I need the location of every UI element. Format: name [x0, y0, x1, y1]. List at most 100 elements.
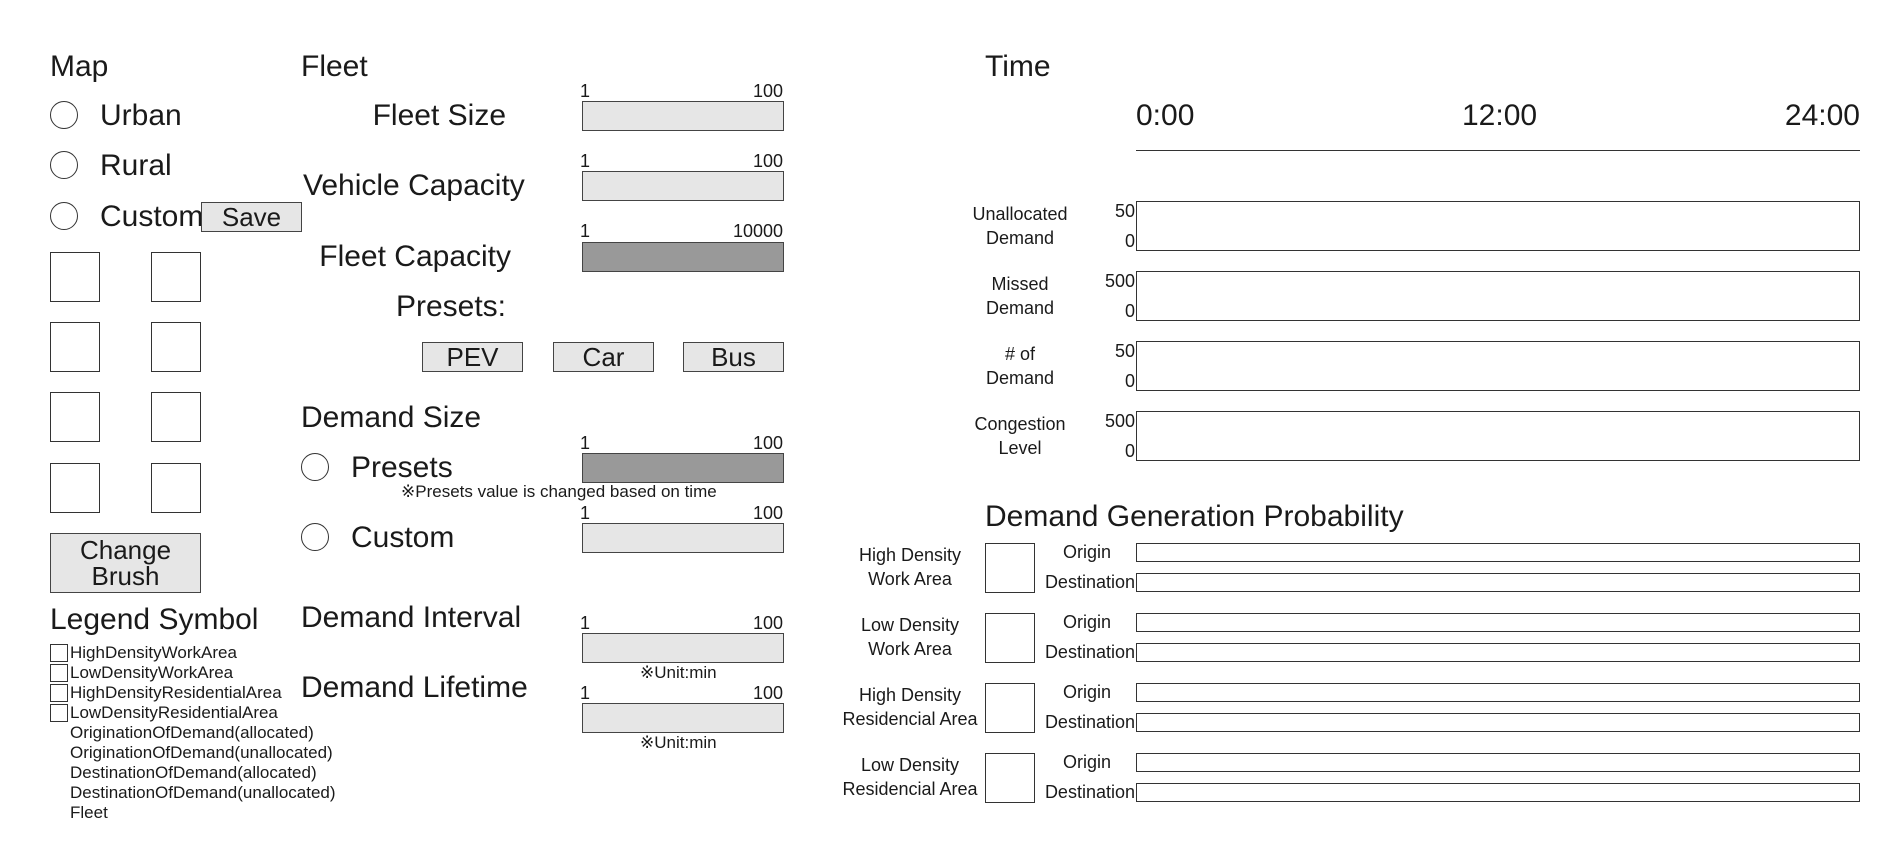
legend-swatch	[50, 684, 68, 702]
demand-interval-max: 100	[752, 613, 783, 633]
chart-axis-min: 0	[1124, 441, 1135, 461]
unallocated-demand-chart	[1136, 201, 1860, 251]
demand-custom-max: 100	[752, 503, 783, 523]
demand-interval-label: Demand Interval	[301, 601, 522, 634]
vehicle-capacity-slider[interactable]	[582, 171, 784, 201]
brush-square[interactable]	[151, 322, 201, 372]
destination-probability-bar[interactable]	[1136, 783, 1860, 802]
origin-label: Origin	[1062, 542, 1111, 562]
destination-probability-bar[interactable]	[1136, 643, 1860, 662]
legend-item: OriginationOfDemand(unallocated)	[70, 743, 333, 762]
demand-count-chart	[1136, 341, 1860, 391]
demand-presets-slider[interactable]	[582, 453, 784, 483]
custom-map-radio[interactable]	[50, 202, 78, 230]
legend-swatch	[50, 664, 68, 682]
demand-custom-radio[interactable]	[301, 523, 329, 551]
area-label-line: Residencial Area	[842, 709, 978, 729]
area-label-line: Low Density	[860, 615, 960, 635]
demand-presets-radio[interactable]	[301, 453, 329, 481]
rural-label: Rural	[100, 149, 172, 182]
map-title: Map	[50, 50, 109, 83]
brush-square[interactable]	[151, 392, 201, 442]
congestion-level-chart	[1136, 411, 1860, 461]
demand-interval-note: ※Unit:min	[640, 663, 717, 682]
chart-axis-max: 500	[1104, 411, 1135, 431]
fleet-capacity-max: 10000	[732, 221, 783, 241]
timeline-slider[interactable]	[1136, 150, 1860, 151]
fleet-capacity-slider[interactable]	[582, 242, 784, 272]
area-swatch	[985, 543, 1035, 593]
probability-title: Demand Generation Probability	[985, 500, 1404, 533]
fleet-presets-label: Presets:	[395, 290, 506, 323]
demand-lifetime-note: ※Unit:min	[640, 733, 717, 752]
change-brush-label-line2: Brush	[91, 561, 160, 591]
time-tick-end: 24:00	[1784, 99, 1860, 132]
legend-item: HighDensityWorkArea	[70, 643, 237, 662]
area-label: High Density Residencial Area	[835, 683, 985, 731]
brush-square[interactable]	[50, 392, 100, 442]
chart-label: Unallocated Demand	[955, 202, 1085, 250]
bus-preset-button[interactable]: Bus	[683, 342, 784, 372]
car-preset-button[interactable]: Car	[553, 342, 654, 372]
chart-label-line: Level	[998, 438, 1042, 458]
change-brush-label-line1: Change	[79, 535, 172, 565]
destination-probability-bar[interactable]	[1136, 713, 1860, 732]
area-label-line: High Density	[858, 685, 962, 705]
chart-axis-max: 50	[1114, 201, 1135, 221]
chart-label-line: # of	[1004, 344, 1036, 364]
demand-lifetime-min: 1	[580, 683, 591, 703]
urban-radio[interactable]	[50, 101, 78, 129]
area-label-line: Residencial Area	[842, 779, 978, 799]
change-brush-button[interactable]: Change Brush	[50, 533, 201, 593]
urban-label: Urban	[100, 99, 182, 132]
chart-label: Congestion Level	[955, 412, 1085, 460]
fleet-capacity-min: 1	[580, 221, 591, 241]
time-title: Time	[985, 50, 1051, 83]
pev-preset-button[interactable]: PEV	[422, 342, 523, 372]
origin-probability-bar[interactable]	[1136, 613, 1860, 632]
time-tick-mid: 12:00	[1462, 99, 1538, 132]
area-label-line: Work Area	[868, 639, 952, 659]
legend-swatch	[50, 644, 68, 662]
demand-interval-slider[interactable]	[582, 633, 784, 663]
brush-square[interactable]	[151, 463, 201, 513]
legend-item: HighDensityResidentialArea	[70, 683, 282, 702]
legend-title: Legend Symbol	[50, 603, 259, 636]
demand-custom-slider[interactable]	[582, 523, 784, 553]
demand-lifetime-slider[interactable]	[582, 703, 784, 733]
fleet-size-label: Fleet Size	[372, 99, 506, 132]
origin-probability-bar[interactable]	[1136, 543, 1860, 562]
brush-square[interactable]	[151, 252, 201, 302]
destination-probability-bar[interactable]	[1136, 573, 1860, 592]
brush-square[interactable]	[50, 252, 100, 302]
destination-label: Destination	[1044, 572, 1135, 592]
area-swatch	[985, 613, 1035, 663]
brush-square[interactable]	[50, 322, 100, 372]
chart-label-line: Congestion	[974, 414, 1066, 434]
area-label: Low Density Residencial Area	[835, 753, 985, 801]
chart-axis-max: 500	[1104, 271, 1135, 291]
legend-item: Fleet	[70, 803, 108, 822]
vehicle-capacity-max: 100	[752, 151, 783, 171]
fleet-size-slider[interactable]	[582, 101, 784, 131]
vehicle-capacity-label: Vehicle Capacity	[303, 169, 525, 202]
chart-label-line: Demand	[985, 368, 1055, 388]
demand-lifetime-label: Demand Lifetime	[301, 671, 528, 704]
chart-label-line: Demand	[985, 298, 1055, 318]
chart-label-line: Demand	[985, 228, 1055, 248]
chart-label: # of Demand	[955, 342, 1085, 390]
brush-square[interactable]	[50, 463, 100, 513]
chart-axis-max: 50	[1114, 341, 1135, 361]
legend-item: OriginationOfDemand(allocated)	[70, 723, 314, 742]
missed-demand-chart	[1136, 271, 1860, 321]
origin-probability-bar[interactable]	[1136, 683, 1860, 702]
demand-lifetime-max: 100	[752, 683, 783, 703]
time-tick-start: 0:00	[1136, 99, 1195, 132]
destination-label: Destination	[1044, 712, 1135, 732]
origin-label: Origin	[1062, 752, 1111, 772]
rural-radio[interactable]	[50, 151, 78, 179]
save-button[interactable]: Save	[201, 202, 302, 232]
origin-probability-bar[interactable]	[1136, 753, 1860, 772]
demand-custom-min: 1	[580, 503, 591, 523]
fleet-size-max: 100	[752, 81, 783, 101]
